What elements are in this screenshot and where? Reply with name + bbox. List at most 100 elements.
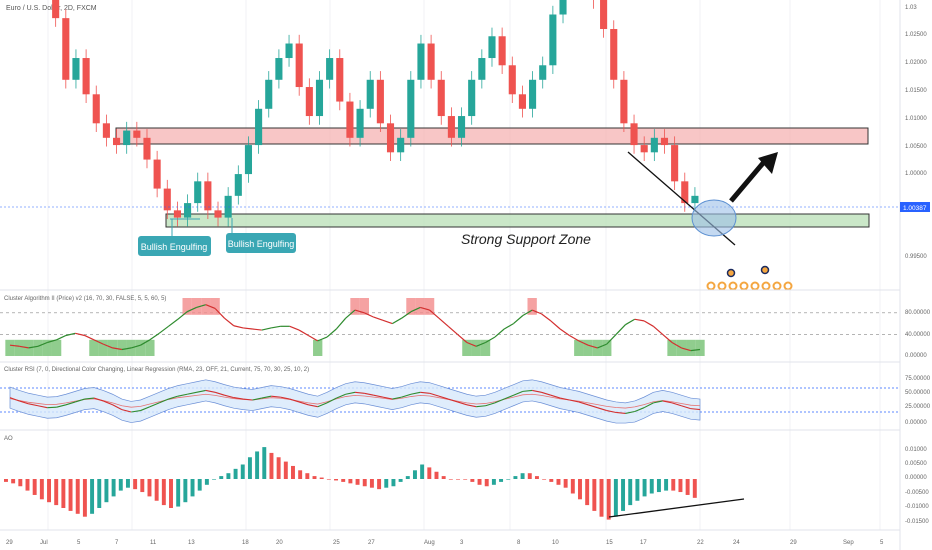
algo-line-segment	[186, 306, 197, 313]
algo-line-segment	[270, 325, 281, 329]
ao-bar	[334, 479, 339, 481]
ao-bar	[269, 452, 274, 479]
algo-line-segment	[196, 304, 206, 308]
candle-body	[549, 14, 557, 66]
ao-bar	[247, 457, 252, 479]
candle-body	[92, 94, 100, 124]
ao-bar	[68, 479, 73, 511]
rsi-line-segment	[354, 391, 365, 394]
rsi-line-segment	[93, 397, 104, 402]
time-tick: 8	[517, 540, 521, 546]
ao-bar	[219, 476, 224, 479]
candle-body	[356, 108, 364, 138]
rsi-line-segment	[289, 398, 300, 403]
algo-line-segment	[494, 328, 505, 338]
candle-body	[498, 36, 506, 66]
ao-bar	[664, 479, 669, 491]
time-tick: 27	[368, 540, 375, 546]
algo-line-segment	[690, 348, 701, 352]
overbought-block	[415, 298, 425, 315]
time-tick: 5	[77, 540, 81, 546]
algo-line-segment	[364, 312, 374, 318]
rsi-line-segment	[401, 393, 412, 398]
time-tick: 15	[606, 540, 613, 546]
cluster-rsi-tick: 50.00000	[905, 390, 931, 396]
ao-bar	[197, 479, 202, 491]
event-flag-center	[774, 283, 780, 289]
algo-line-segment	[75, 332, 85, 337]
ao-bar	[420, 464, 425, 479]
rsi-line-segment	[653, 400, 663, 404]
algo-line-segment	[578, 340, 589, 346]
rsi-line-segment	[187, 391, 197, 395]
ao-bar	[527, 473, 532, 479]
time-tick: Aug	[424, 540, 435, 546]
algo-line-segment	[298, 329, 309, 336]
candle-body	[285, 43, 293, 59]
ao-bar	[499, 479, 504, 482]
ao-tick: 0.01000	[905, 447, 927, 453]
time-axis: 29 Jul 5 7 11 13 18 20 25 27 Aug 3 8 10 …	[6, 540, 884, 546]
oversold-block	[98, 339, 108, 356]
rsi-line-segment	[336, 393, 346, 399]
rsi-line-segment	[587, 404, 598, 409]
algo-line-segment	[550, 320, 561, 330]
ao-bar	[692, 479, 697, 498]
algo-line-segment	[103, 343, 113, 349]
price-tick: 1.02000	[905, 60, 927, 66]
ao-bar	[226, 473, 231, 479]
oversold-block	[135, 339, 146, 356]
algo-line-segment	[671, 341, 682, 349]
candle-body	[305, 87, 313, 117]
algo-line-segment	[559, 328, 570, 336]
rsi-line-segment	[326, 397, 337, 404]
rsi-line-segment	[28, 403, 39, 407]
rsi-line-segment	[429, 392, 440, 397]
rsi-line-segment	[75, 398, 85, 403]
ao-bar	[412, 470, 417, 479]
algo-line-segment	[224, 317, 235, 327]
ao-bar	[656, 479, 661, 493]
ao-bar	[456, 479, 460, 480]
algo-line-segment	[541, 313, 552, 322]
rsi-line-segment	[56, 404, 67, 408]
candle-body	[630, 123, 638, 146]
ao-bar	[82, 479, 87, 517]
time-tick: 17	[640, 540, 647, 546]
candle-body	[386, 123, 395, 153]
rsi-line-segment	[103, 400, 113, 406]
algo-line-segment	[382, 319, 393, 325]
candle-body	[112, 137, 121, 146]
rsi-line-segment	[634, 407, 645, 413]
algo-line-segment	[37, 341, 48, 347]
ao-bar	[212, 479, 217, 480]
rsi-line-segment	[681, 405, 691, 410]
ao-bar	[592, 479, 597, 511]
price-tick: 1.00000	[905, 171, 927, 177]
time-tick: 18	[242, 540, 249, 546]
ao-bar	[312, 476, 317, 479]
event-flag-center	[763, 283, 769, 289]
rsi-line-segment	[252, 397, 262, 401]
ao-bar	[341, 479, 346, 482]
candle-body	[123, 130, 131, 146]
candle-body	[417, 43, 425, 80]
algo-line-segment	[485, 336, 496, 344]
overbought-block	[406, 298, 416, 315]
candle-body	[346, 101, 354, 138]
candle-body	[184, 203, 192, 218]
candle-body	[437, 79, 445, 117]
rsi-line-segment	[364, 392, 374, 396]
candle-body	[681, 181, 689, 204]
algo-line-segment	[252, 328, 262, 331]
algo-line-segment	[420, 306, 430, 311]
oversold-block	[695, 339, 705, 356]
candle-body	[610, 29, 618, 80]
algo-line-segment	[205, 304, 216, 310]
algo-line-segment	[503, 323, 514, 330]
ao-bar	[506, 479, 511, 480]
candle-body	[244, 145, 253, 175]
rsi-line-segment	[503, 394, 514, 400]
oversold-block	[5, 339, 15, 356]
ao-bar	[578, 479, 582, 500]
